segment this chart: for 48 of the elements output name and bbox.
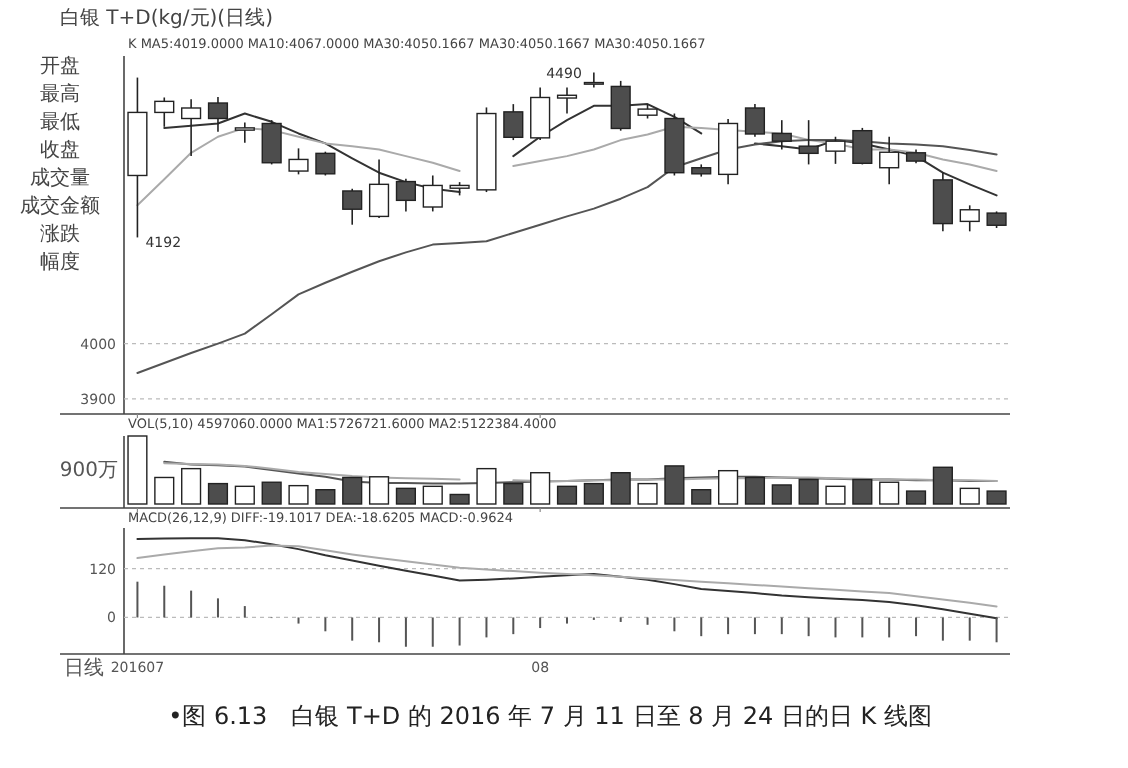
bar: [234, 485, 255, 505]
bar: [959, 487, 980, 505]
text: •图 6.13 白银 T+D 的 2016 年 7 月 11 日至 8 月 24 日的日 K 线图: [168, 702, 932, 730]
candlestick: [342, 187, 363, 226]
text: 成交量: [30, 166, 90, 190]
candlestick: [288, 147, 309, 176]
line-series: [136, 544, 998, 608]
bar: [154, 476, 175, 505]
text: 开盘: [40, 54, 80, 78]
text: 最低: [40, 112, 80, 134]
bar: [717, 469, 739, 505]
bar: [637, 482, 658, 505]
candlestick: [261, 119, 282, 166]
candlestick: [422, 174, 443, 213]
candlestick: [825, 135, 846, 165]
candlestick: [583, 71, 604, 89]
candlestick: [503, 103, 524, 141]
text: 涨跌: [40, 222, 80, 246]
bar: [181, 467, 202, 505]
bar: [422, 485, 443, 505]
bar: [879, 481, 900, 505]
text: 成交金额: [20, 194, 100, 218]
candlestick: [556, 86, 578, 115]
candlestick: [879, 135, 900, 186]
candlestick: [181, 98, 202, 157]
candlestick: [959, 204, 980, 233]
candlestick: [744, 103, 766, 138]
candlestick: [530, 86, 551, 141]
bar: [127, 435, 148, 505]
candlestick: [395, 177, 417, 213]
candlestick: [932, 171, 953, 233]
candlestick: [154, 96, 175, 128]
text: 900万: [59, 460, 118, 482]
chart-title: 白银 T+D(kg/元)(日线): [60, 6, 274, 30]
candlestick: [610, 80, 631, 132]
candlestick: [234, 121, 255, 144]
bar: [530, 472, 551, 505]
bar: [476, 467, 497, 505]
bar: [825, 485, 846, 505]
bar: [288, 484, 309, 505]
line-series: [136, 537, 998, 620]
x-axis-title: 日线: [64, 656, 104, 680]
text: 幅度: [40, 250, 80, 274]
candlestick: [368, 158, 390, 219]
text: 最高: [40, 82, 80, 106]
bar: [368, 476, 390, 505]
candlestick: [207, 96, 229, 133]
text: 收盘: [40, 138, 80, 162]
